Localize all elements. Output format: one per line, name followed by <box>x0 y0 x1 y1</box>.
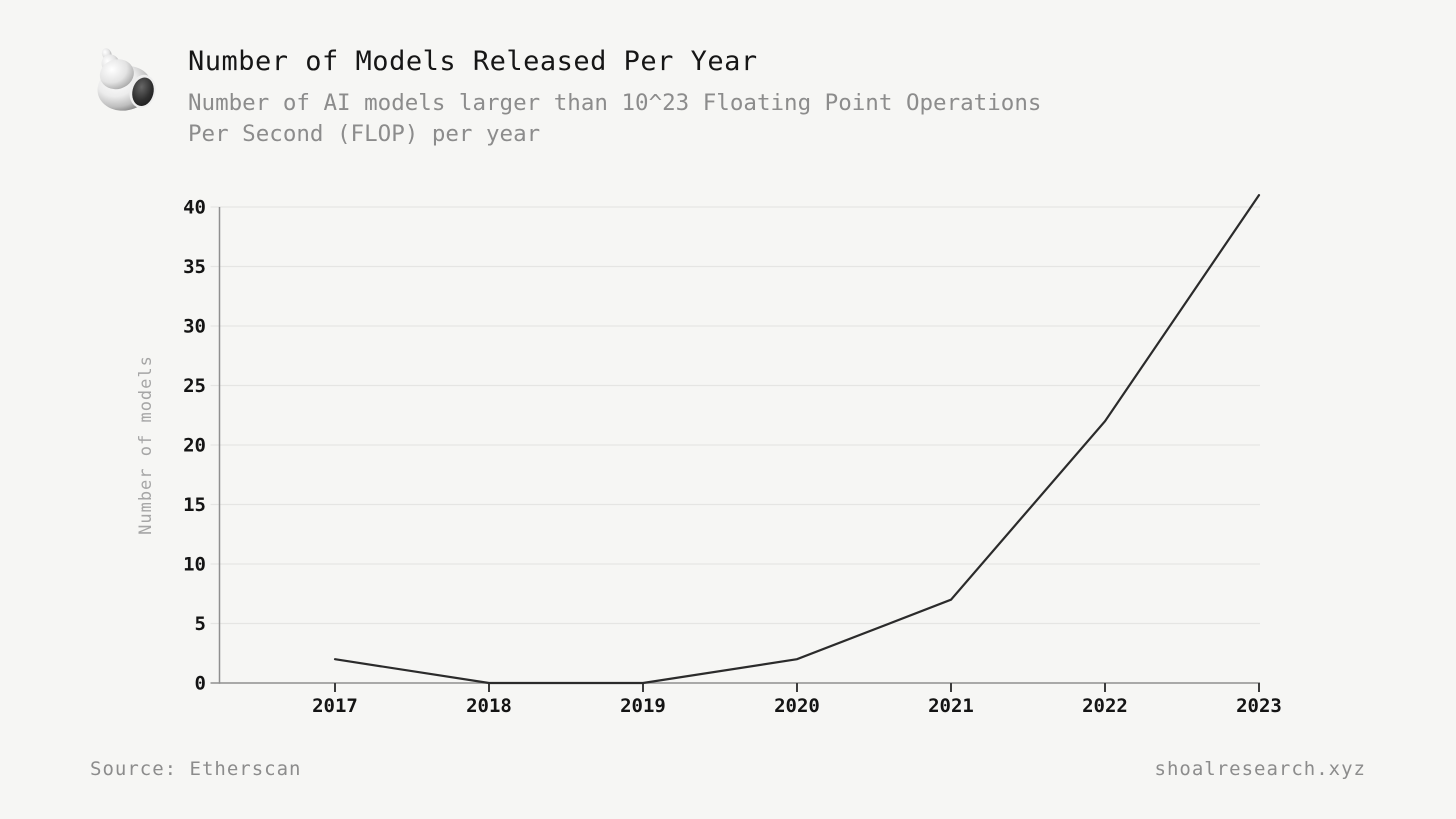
chart-header: Number of Models Released Per Year Numbe… <box>188 46 1041 150</box>
x-tick-label: 2021 <box>928 695 974 717</box>
y-tick-label: 15 <box>183 494 206 516</box>
source-label: Source: Etherscan <box>90 758 302 780</box>
x-tick-label: 2020 <box>774 695 820 717</box>
y-tick-label: 35 <box>183 256 206 278</box>
x-tick-label: 2018 <box>466 695 512 717</box>
y-axis-title: Number of models <box>136 355 156 535</box>
y-tick-label: 40 <box>183 197 206 219</box>
y-tick-label: 10 <box>183 554 206 576</box>
y-tick-label: 25 <box>183 375 206 397</box>
x-tick-label: 2023 <box>1236 695 1282 717</box>
y-tick-label: 5 <box>195 613 206 635</box>
data-line-number-of-models <box>333 194 1261 685</box>
snail-shell-logo <box>97 48 156 111</box>
chart-title: Number of Models Released Per Year <box>188 46 758 77</box>
y-tick-label: 30 <box>183 316 206 338</box>
website-label: shoalresearch.xyz <box>1154 758 1366 780</box>
x-tick-label: 2017 <box>312 695 358 717</box>
chart-footer: Source: Etherscan shoalresearch.xyz <box>90 758 1366 780</box>
chart-subtitle-line1: Number of AI models larger than 10^23 Fl… <box>188 90 1042 116</box>
chart-subtitle-line2: Per Second (FLOP) per year <box>188 121 541 147</box>
y-tick-label: 20 <box>183 435 206 457</box>
x-tick-label: 2022 <box>1082 695 1128 717</box>
y-tick-label: 0 <box>195 673 206 695</box>
x-tick-label: 2019 <box>620 695 666 717</box>
